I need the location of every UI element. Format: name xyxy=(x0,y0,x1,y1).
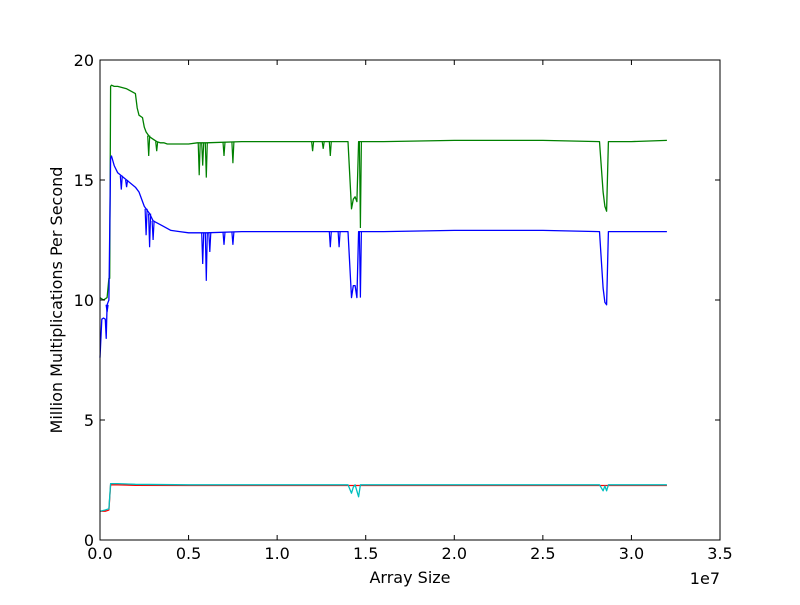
x-tick-label: 3.0 xyxy=(619,544,644,563)
series-0-dip-9 xyxy=(328,141,332,157)
y-tick-label: 10 xyxy=(74,291,94,310)
y-tick-label: 15 xyxy=(74,171,94,190)
series-1-dip-4 xyxy=(148,213,152,248)
x-tick-label: 3.5 xyxy=(707,544,732,563)
series-0-dip-6 xyxy=(231,141,235,164)
x-offset-label: 1e7 xyxy=(690,569,720,588)
series-1-dip-5 xyxy=(151,220,155,241)
series-1-dip-8 xyxy=(208,232,212,253)
series-0-dip-5 xyxy=(222,142,226,157)
series-1-dip-12 xyxy=(337,231,341,248)
series-1-dip-3 xyxy=(144,208,148,236)
x-tick-label: 2.0 xyxy=(442,544,467,563)
x-tick-label: 1.5 xyxy=(353,544,378,563)
series-1-dip-2 xyxy=(125,179,129,188)
axis-ticks: 0.0 0.5 1.0 1.5 2.0 2.5 3.0 3.5 0 5 10 15 20 xyxy=(74,51,733,563)
series-0-dip-8 xyxy=(321,141,325,149)
y-tick-label: 0 xyxy=(84,531,94,550)
series-0-dip-1 xyxy=(155,141,159,152)
y-tick-label: 20 xyxy=(74,51,94,70)
series-layer xyxy=(99,84,667,512)
series-0-dip-7 xyxy=(311,141,315,152)
series-1-dip-1 xyxy=(119,175,123,190)
plot-frame xyxy=(99,59,721,541)
series-line-2 xyxy=(100,484,667,512)
series-0-dip-2 xyxy=(197,142,201,176)
series-line-0 xyxy=(99,84,667,301)
x-tick-label: 0.0 xyxy=(87,544,112,563)
series-1-dip-9 xyxy=(222,232,226,245)
x-tick-label: 2.5 xyxy=(530,544,555,563)
series-1-dip-0 xyxy=(105,304,109,313)
x-tick-label: 0.5 xyxy=(176,544,201,563)
series-0-dip-3 xyxy=(201,142,205,166)
series-line-1 xyxy=(99,155,667,358)
x-tick-label: 1.0 xyxy=(264,544,289,563)
x-axis-label: Array Size xyxy=(369,568,450,587)
series-1-dip-10 xyxy=(231,231,235,245)
series-line-3 xyxy=(99,482,667,512)
series-0-dip-0 xyxy=(147,135,151,157)
series-0-dip-10 xyxy=(358,141,362,229)
series-0-dip-4 xyxy=(204,142,208,178)
y-tick-label: 5 xyxy=(84,411,94,430)
series-1-dip-11 xyxy=(328,231,332,248)
y-axis-label: Million Multiplications Per Second xyxy=(47,167,66,434)
series-1-dip-6 xyxy=(201,232,205,265)
series-1-dip-13 xyxy=(358,231,362,298)
series-1-dip-7 xyxy=(204,232,208,281)
